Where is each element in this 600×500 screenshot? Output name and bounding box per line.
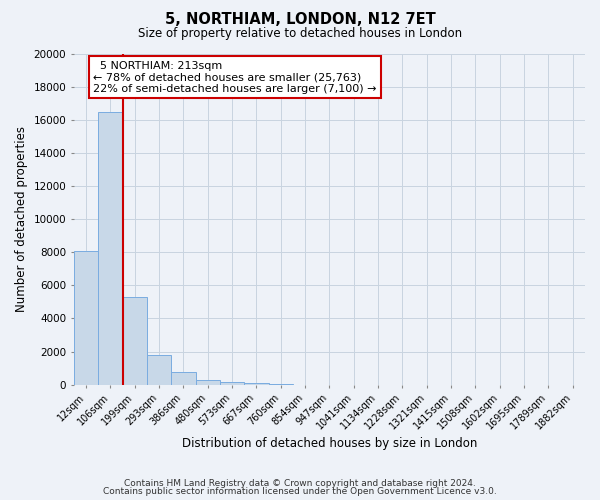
Bar (122, 297, 147, 384)
Bar (98, 112, 122, 384)
Text: Contains public sector information licensed under the Open Government Licence v3: Contains public sector information licen… (103, 487, 497, 496)
Text: 5, NORTHIAM, LONDON, N12 7ET: 5, NORTHIAM, LONDON, N12 7ET (164, 12, 436, 28)
Bar (220, 382, 244, 384)
Text: 5 NORTHIAM: 213sqm
← 78% of detached houses are smaller (25,763)
22% of semi-det: 5 NORTHIAM: 213sqm ← 78% of detached hou… (94, 60, 377, 94)
Bar (147, 355, 171, 384)
Text: Contains HM Land Registry data © Crown copyright and database right 2024.: Contains HM Land Registry data © Crown c… (124, 478, 476, 488)
Bar (74, 250, 98, 384)
Bar (244, 383, 269, 384)
Bar (171, 372, 196, 384)
Text: Size of property relative to detached houses in London: Size of property relative to detached ho… (138, 28, 462, 40)
Y-axis label: Number of detached properties: Number of detached properties (15, 126, 28, 312)
X-axis label: Distribution of detached houses by size in London: Distribution of detached houses by size … (182, 437, 477, 450)
Bar (196, 380, 220, 384)
